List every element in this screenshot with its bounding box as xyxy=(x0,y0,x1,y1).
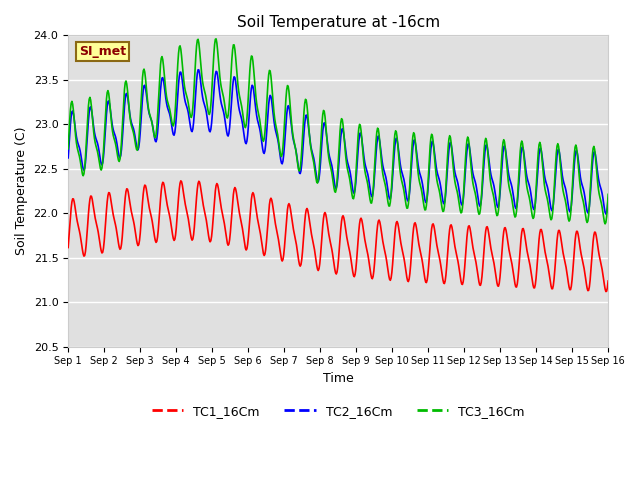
Legend: TC1_16Cm, TC2_16Cm, TC3_16Cm: TC1_16Cm, TC2_16Cm, TC3_16Cm xyxy=(147,400,530,423)
Title: Soil Temperature at -16cm: Soil Temperature at -16cm xyxy=(237,15,440,30)
Text: SI_met: SI_met xyxy=(79,45,126,58)
X-axis label: Time: Time xyxy=(323,372,353,385)
Y-axis label: Soil Temperature (C): Soil Temperature (C) xyxy=(15,127,28,255)
